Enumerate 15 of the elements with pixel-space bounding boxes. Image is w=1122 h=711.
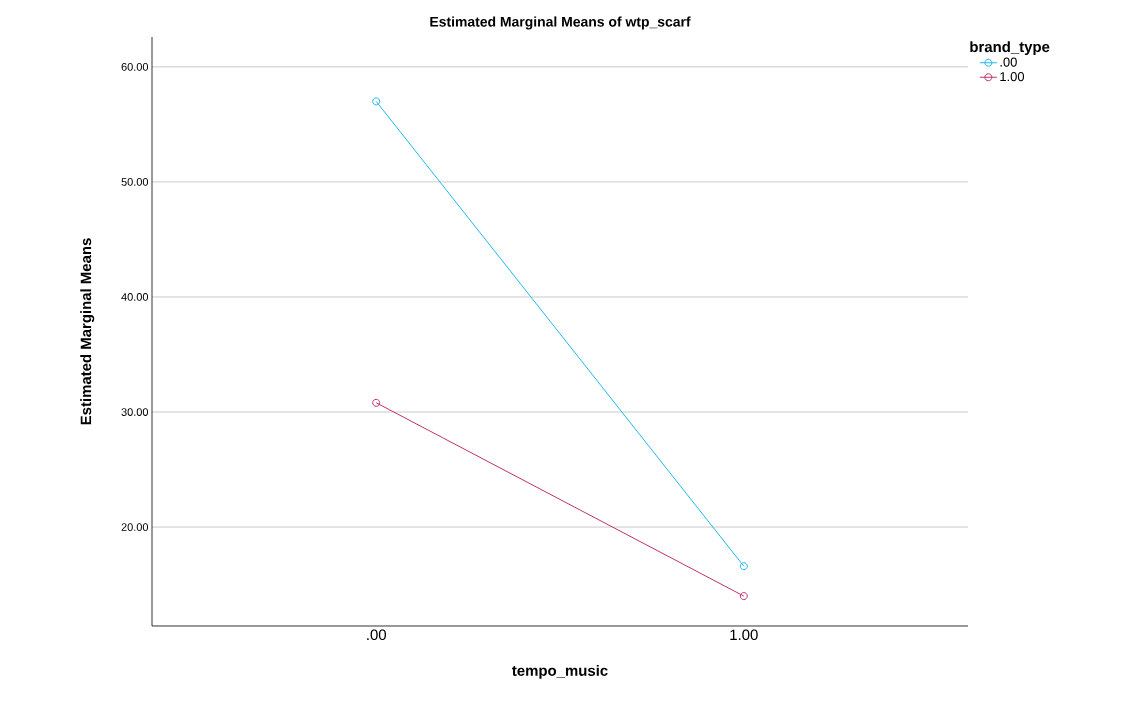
y-tick-label: 30.00 xyxy=(121,408,149,416)
legend-label: .00 xyxy=(1000,57,1017,67)
legend-label: 1.00 xyxy=(1000,71,1025,82)
y-tick-label: 20.00 xyxy=(121,523,149,531)
y-tick-label: 50.00 xyxy=(121,178,149,186)
y-axis-title: Estimated Marginal Means xyxy=(80,238,95,425)
x-axis-title: tempo_music xyxy=(512,664,608,679)
point xyxy=(372,97,381,106)
legend-title: brand_type xyxy=(970,41,1050,56)
point xyxy=(739,562,748,571)
point xyxy=(739,592,748,601)
point xyxy=(372,398,381,407)
chart-title: Estimated Marginal Means of wtp_scarf xyxy=(430,16,691,30)
y-tick-label: 60.00 xyxy=(121,63,149,71)
y-tick-label: 40.00 xyxy=(121,293,149,301)
